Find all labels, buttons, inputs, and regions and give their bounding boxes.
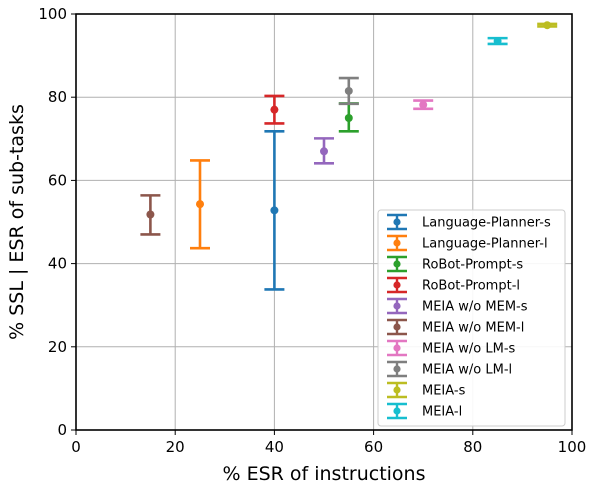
y-tick-label: 0 [57, 421, 67, 439]
legend-entry: Language-Planner-s [387, 213, 551, 231]
legend-label: MEIA w/o MEM-l [422, 321, 524, 336]
legend-label: RoBot-Prompt-s [422, 258, 523, 273]
series-meia-s [537, 21, 558, 30]
legend-marker [393, 239, 401, 247]
legend-marker [393, 407, 401, 415]
x-axis-ticks: 0 20 40 60 80 100 [71, 430, 586, 456]
legend-marker [393, 302, 401, 310]
x-axis-label: % ESR of instructions [222, 463, 425, 483]
data-point [320, 147, 328, 156]
legend-marker [393, 386, 401, 394]
legend-marker [393, 260, 401, 268]
legend-entry: MEIA w/o MEM-l [387, 318, 524, 336]
series-meia-w-o-lm-l [338, 76, 359, 106]
legend-marker [393, 323, 401, 331]
series-layer [140, 21, 558, 291]
y-axis-ticks: 0 20 40 60 80 100 [38, 5, 76, 439]
legend-entry: MEIA-l [387, 402, 462, 420]
y-tick-label: 40 [48, 255, 67, 273]
legend-label: MEIA-l [422, 405, 462, 420]
x-tick-label: 20 [166, 438, 185, 456]
data-point [270, 206, 279, 215]
legend-label: Language-Planner-s [422, 216, 551, 231]
legend-entry: Language-Planner-l [387, 234, 548, 252]
data-point [196, 200, 204, 209]
legend-marker [393, 344, 401, 352]
data-point [344, 86, 353, 95]
x-tick-label: 80 [463, 438, 482, 456]
legend: Language-Planner-s Language-Planner-l RoBo… [377, 209, 566, 427]
legend-label: Language-Planner-l [422, 237, 548, 252]
x-tick-label: 100 [558, 438, 587, 456]
series-language-planner-l [190, 159, 210, 250]
legend-entry: MEIA w/o LM-s [387, 339, 516, 357]
data-point [146, 210, 155, 219]
series-robot-prompt-s [338, 102, 359, 133]
legend-label: MEIA w/o LM-s [422, 342, 516, 357]
legend-box [377, 209, 566, 427]
y-tick-label: 100 [38, 5, 67, 23]
legend-label: MEIA w/o LM-l [422, 363, 512, 378]
legend-entry: MEIA-s [387, 381, 466, 399]
series-meia-w-o-mem-s [314, 137, 334, 165]
legend-entry: MEIA w/o LM-l [387, 360, 512, 378]
legend-entry: RoBot-Prompt-s [387, 255, 523, 273]
data-point [344, 114, 353, 122]
data-point [543, 21, 552, 30]
series-language-planner-s [264, 130, 285, 291]
data-point [270, 105, 279, 114]
series-meia-w-o-lm-s [413, 99, 434, 111]
data-point [419, 100, 428, 109]
y-tick-label: 60 [48, 171, 67, 189]
legend-marker [393, 281, 401, 289]
y-tick-label: 20 [48, 338, 67, 356]
x-tick-label: 40 [265, 438, 284, 456]
legend-entry: MEIA w/o MEM-s [387, 297, 528, 315]
legend-label: MEIA-s [422, 384, 466, 399]
series-meia-l [487, 36, 508, 46]
legend-entry: RoBot-Prompt-l [387, 276, 520, 294]
data-point [493, 37, 502, 46]
legend-label: MEIA w/o MEM-s [422, 300, 528, 315]
plot-frame [75, 13, 573, 431]
y-axis-label: % SSL | ESR of sub-tasks [6, 104, 28, 340]
legend-label: RoBot-Prompt-l [422, 279, 520, 294]
series-meia-w-o-mem-l [140, 194, 161, 236]
legend-marker [393, 218, 401, 226]
y-tick-label: 80 [48, 88, 67, 106]
x-tick-label: 0 [71, 438, 81, 456]
legend-marker [393, 365, 401, 373]
x-tick-label: 60 [364, 438, 383, 456]
series-robot-prompt-l [264, 94, 285, 125]
